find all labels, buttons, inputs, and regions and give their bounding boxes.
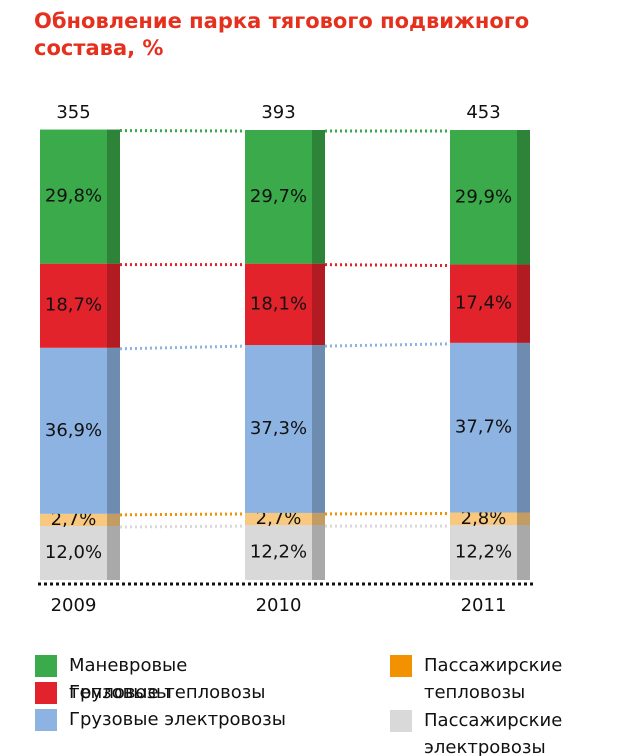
legend-label: Маневровые тепловозы [69,655,188,703]
data-label: 17,4% [455,293,512,314]
connector [119,512,246,517]
total-label: 355 [56,102,90,123]
bar-side [312,345,325,513]
legend-label: Пассажирские тепловозы [424,655,563,703]
legend-swatch [35,709,57,731]
x-tick-label: 2010 [256,595,302,616]
bar-side [312,525,325,580]
legend-swatch [35,682,57,704]
total-label: 393 [261,102,295,123]
bar-side [517,342,530,513]
connector [324,342,451,348]
bar-side [107,347,120,514]
bar-segment [40,513,120,526]
bar-segment [40,129,120,264]
bar-segment [450,512,530,526]
legend-label: Грузовые тепловозы [69,682,266,703]
data-label: 29,7% [250,186,307,207]
legend-swatch [390,655,412,677]
bar-segment [450,342,530,513]
data-label: 29,8% [45,186,102,207]
bar-side [107,513,120,526]
data-label: 37,3% [250,418,307,439]
data-label: 18,7% [45,295,102,316]
bar-side [517,525,530,580]
connector [119,524,246,529]
bar-segment [245,130,325,264]
bar-side [312,130,325,264]
bar-segment [450,525,530,580]
bar-side [517,512,530,526]
connector [119,344,246,351]
x-tick-label: 2009 [51,595,97,616]
legend-label: Грузовые электровозы [69,709,286,730]
bar-segment [40,263,120,348]
bar-side [312,263,325,346]
chart-title: Обновление парка тягового подвижного сос… [34,9,530,60]
data-label: 2,8% [461,508,507,529]
data-label: 12,2% [455,542,512,563]
bar-segment [245,345,325,513]
bar-side [107,526,120,580]
bar-segment [40,347,120,514]
bar-segment [450,264,530,343]
legend-label: Пассажирские электровозы [424,710,563,756]
bar-side [312,512,325,526]
data-label: 12,2% [250,542,307,563]
bar-side [517,264,530,343]
bar-side [107,263,120,348]
bar-segment [40,526,120,580]
total-label: 453 [466,102,500,123]
bar-segment [245,525,325,580]
data-label: 2,7% [51,509,97,530]
bar-segment [245,512,325,526]
bar-side [517,130,530,265]
x-tick-label: 2011 [461,595,507,616]
legend-swatch [390,710,412,732]
bar-side [107,129,120,264]
data-label: 2,7% [256,508,302,529]
data-label: 36,9% [45,420,102,441]
data-label: 18,1% [250,293,307,314]
bar-segment [245,263,325,346]
bar-segment [450,130,530,265]
plot: 12,0% 2,7% 36,9% 18,7% 29,8% 355 2009 12,2% 2,7%… [38,102,535,616]
data-label: 29,9% [455,186,512,207]
legend-swatch [35,655,57,677]
data-label: 37,7% [455,417,512,438]
connector [324,263,451,268]
data-label: 12,0% [45,542,102,563]
